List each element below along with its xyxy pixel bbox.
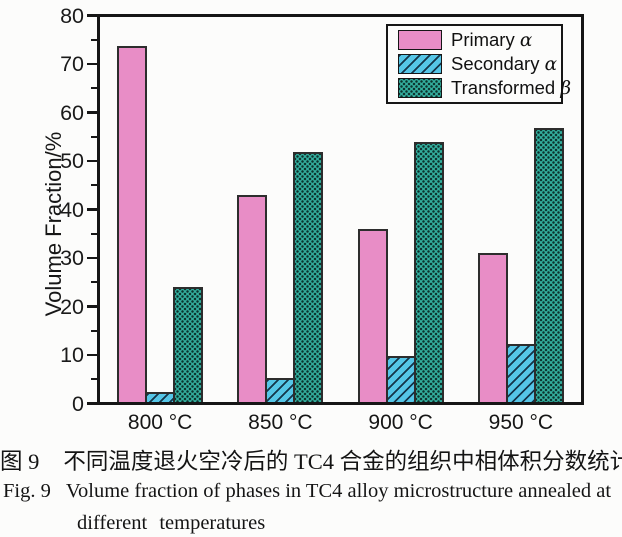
bar-primary-950 bbox=[477, 252, 508, 402]
y-minor-tick-75 bbox=[91, 38, 97, 41]
y-tick-label-50: 50 bbox=[60, 149, 84, 173]
x-tick-label-850: 850 °C bbox=[248, 411, 313, 434]
caption-english-label: Fig. 9 bbox=[3, 480, 51, 502]
y-minor-tick-25 bbox=[91, 281, 97, 284]
bar-group-850 bbox=[220, 17, 340, 402]
x-tick-label-950: 950 °C bbox=[488, 411, 554, 434]
bar-secondary-850 bbox=[265, 377, 296, 402]
y-tick-label-10: 10 bbox=[60, 343, 84, 367]
y-tick-label-60: 60 bbox=[60, 100, 84, 125]
caption-chinese: 图 9 不同温度退火空冷后的 TC4 合金的组织中相体积分数统计 bbox=[0, 444, 622, 476]
legend-symbol-secondary: α bbox=[544, 54, 558, 75]
legend-swatch-primary bbox=[398, 30, 442, 51]
y-major-tick-50 bbox=[87, 159, 97, 163]
y-major-tick-60 bbox=[87, 111, 97, 114]
legend-label-transformed: Transformed β bbox=[451, 76, 572, 99]
legend-label-secondary: Secondary α bbox=[451, 53, 558, 75]
legend-symbol-primary: α bbox=[519, 30, 533, 52]
y-tick-label-20: 20 bbox=[60, 294, 84, 319]
y-tick-label-30: 30 bbox=[60, 246, 84, 270]
y-major-tick-70 bbox=[87, 62, 97, 66]
y-major-tick-20 bbox=[87, 305, 97, 308]
bar-group-950 bbox=[461, 17, 581, 402]
y-tick-label-0: 0 bbox=[72, 391, 84, 416]
plot-area bbox=[97, 14, 584, 405]
y-tick-label-70: 70 bbox=[60, 52, 84, 76]
y-major-tick-30 bbox=[87, 256, 97, 260]
y-major-tick-80 bbox=[87, 14, 97, 17]
y-minor-tick-35 bbox=[91, 232, 97, 235]
y-major-tick-40 bbox=[87, 208, 97, 211]
legend-swatch-transformed bbox=[398, 77, 442, 98]
bar-transformed-850 bbox=[293, 151, 324, 402]
legend-item-primary: Primary α bbox=[398, 29, 561, 52]
bar-secondary-800 bbox=[145, 392, 176, 402]
bar-group-800 bbox=[100, 17, 220, 402]
y-minor-tick-5 bbox=[91, 378, 97, 381]
bar-groups bbox=[100, 17, 581, 402]
x-tick-label-900: 900 °C bbox=[368, 411, 433, 434]
y-minor-tick-15 bbox=[91, 329, 97, 332]
bar-transformed-800 bbox=[173, 286, 204, 402]
caption-english-line2: different temperatures bbox=[77, 512, 266, 534]
y-tick-label-40: 40 bbox=[60, 197, 84, 222]
bar-secondary-900 bbox=[385, 356, 416, 402]
bar-primary-800 bbox=[117, 45, 148, 402]
caption-chinese-label: 图 9 bbox=[0, 449, 40, 474]
y-major-tick-10 bbox=[87, 353, 97, 357]
legend: Primary α Secondary α Transformed β bbox=[386, 24, 571, 104]
y-tick-label-80: 80 bbox=[60, 3, 84, 28]
y-major-tick-0 bbox=[87, 402, 97, 405]
y-minor-tick-45 bbox=[91, 184, 97, 187]
bar-group-900 bbox=[341, 17, 461, 402]
x-tick-label-800: 800 °C bbox=[127, 411, 193, 434]
legend-symbol-transformed: β bbox=[560, 77, 572, 99]
bar-chart: Volume Fraction/% 0 10 20 30 40 50 60 70 80 Prim… bbox=[41, 3, 584, 434]
y-minor-tick-55 bbox=[91, 135, 97, 138]
caption-english-line1: Fig. 9 Volume fraction of phases in TC4 a… bbox=[3, 480, 622, 503]
bar-primary-850 bbox=[237, 195, 268, 402]
bar-primary-900 bbox=[357, 228, 388, 402]
legend-item-secondary: Secondary α bbox=[398, 53, 561, 76]
bar-secondary-950 bbox=[505, 344, 536, 402]
legend-label-primary: Primary α bbox=[451, 29, 533, 52]
caption-chinese-text: 不同温度退火空冷后的 TC4 合金的组织中相体积分数统计 bbox=[63, 449, 622, 474]
bar-transformed-950 bbox=[533, 127, 564, 402]
legend-swatch-secondary bbox=[398, 54, 442, 74]
y-minor-tick-65 bbox=[91, 87, 97, 90]
legend-item-transformed: Transformed β bbox=[398, 76, 571, 99]
bar-transformed-900 bbox=[413, 142, 444, 402]
caption-english-text: Volume fraction of phases in TC4 alloy m… bbox=[65, 480, 612, 502]
